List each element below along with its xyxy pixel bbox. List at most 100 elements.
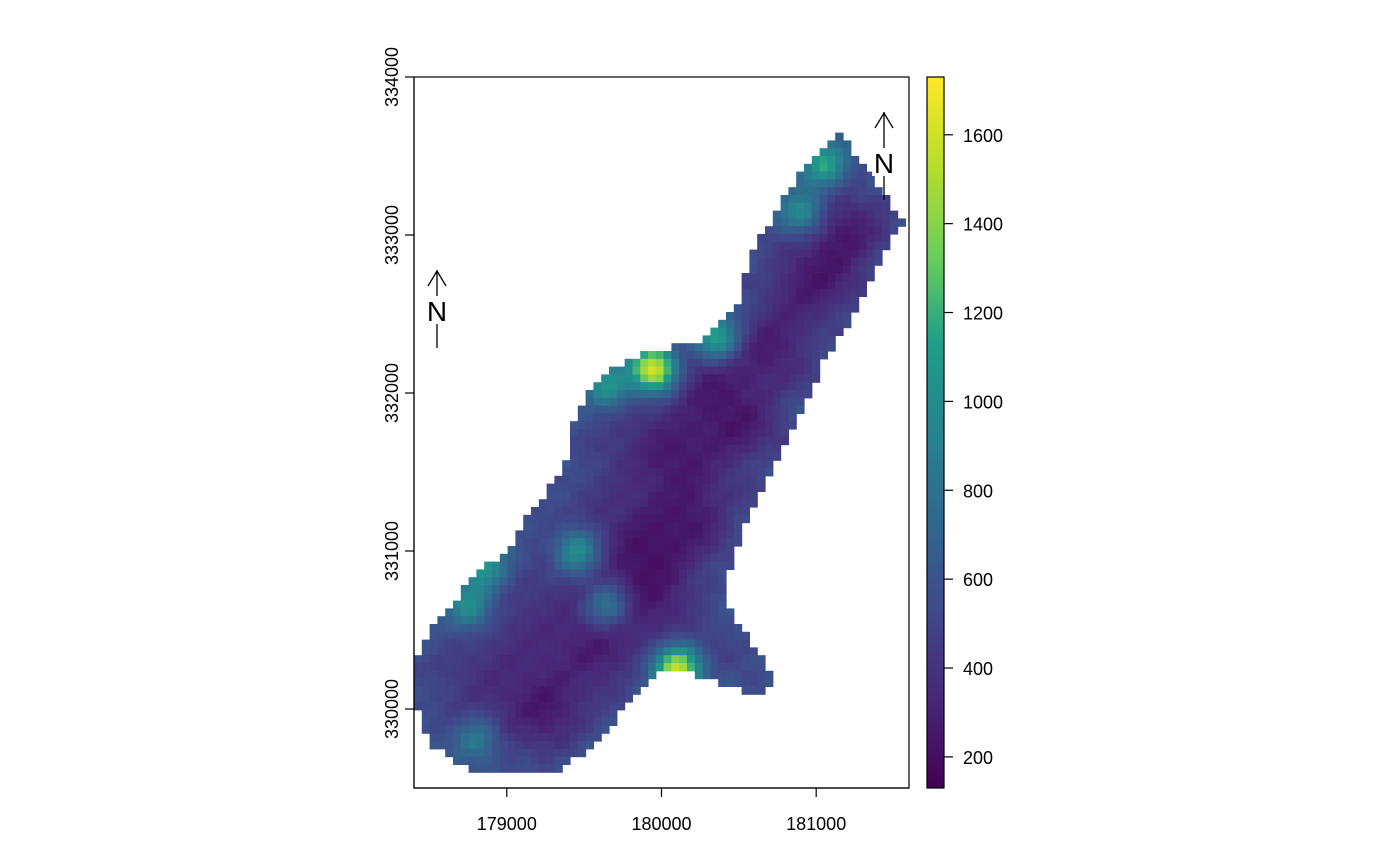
- raster-cell: [843, 304, 852, 313]
- raster-cell: [718, 358, 727, 368]
- raster-cell: [570, 686, 579, 695]
- raster-cell: [570, 561, 579, 570]
- raster-cell: [492, 592, 501, 602]
- raster-cell: [788, 413, 797, 422]
- raster-cell: [515, 608, 524, 617]
- raster-cell: [624, 678, 633, 687]
- raster-cell: [546, 725, 555, 734]
- raster-cell: [414, 655, 423, 664]
- raster-cell: [538, 546, 548, 555]
- raster-cell: [648, 507, 657, 516]
- raster-cell: [531, 702, 540, 711]
- raster-cell: [538, 530, 548, 539]
- raster-cell: [577, 592, 587, 602]
- raster-cell: [484, 624, 493, 633]
- raster-cell: [726, 343, 735, 352]
- raster-cell: [804, 234, 813, 243]
- raster-cell: [780, 304, 789, 313]
- raster-cell: [593, 405, 602, 414]
- raster-cell: [788, 405, 797, 414]
- raster-cell: [492, 585, 501, 594]
- raster-cell: [702, 390, 711, 399]
- raster-cell: [679, 608, 688, 617]
- raster-cell: [538, 616, 548, 625]
- raster-cell: [453, 702, 462, 711]
- raster-cell: [562, 702, 571, 711]
- raster-cell: [577, 748, 587, 758]
- raster-cell: [577, 569, 587, 578]
- raster-cell: [492, 600, 501, 609]
- raster-cell: [499, 624, 509, 633]
- raster-cell: [593, 592, 602, 602]
- raster-cell: [585, 507, 594, 516]
- raster-cell: [694, 429, 704, 438]
- raster-cell: [788, 273, 797, 282]
- raster-cell: [663, 390, 672, 399]
- raster-cell: [671, 413, 680, 422]
- raster-cell: [874, 257, 883, 266]
- raster-cell: [445, 678, 454, 687]
- raster-cell: [585, 429, 594, 438]
- raster-cell: [484, 694, 493, 703]
- raster-cell: [811, 273, 821, 282]
- raster-cell: [819, 218, 828, 227]
- raster-cell: [554, 514, 563, 524]
- raster-cell: [889, 210, 899, 219]
- raster-cell: [585, 553, 594, 563]
- raster-cell: [538, 748, 548, 758]
- raster-cell: [749, 421, 758, 430]
- raster-cell: [507, 600, 516, 609]
- raster-cell: [858, 163, 867, 173]
- raster-cell: [484, 764, 493, 773]
- raster-cell: [749, 397, 758, 407]
- raster-cell: [453, 678, 462, 687]
- raster-cell: [741, 444, 750, 453]
- raster-cell: [679, 530, 688, 539]
- raster-cell: [850, 202, 860, 212]
- raster-cell: [796, 280, 805, 290]
- raster-cell: [632, 624, 641, 633]
- raster-cell: [538, 663, 548, 672]
- raster-cell: [546, 569, 555, 578]
- raster-cell: [624, 670, 633, 680]
- raster-cell: [577, 647, 587, 656]
- raster-cell: [531, 538, 540, 547]
- raster-cell: [616, 631, 626, 641]
- raster-cell: [726, 452, 735, 461]
- raster-cell: [562, 686, 571, 695]
- raster-cell: [538, 577, 548, 586]
- raster-cell: [843, 148, 852, 157]
- raster-cell: [718, 491, 727, 500]
- raster-cell: [788, 343, 797, 352]
- raster-cell: [733, 413, 743, 422]
- raster-cell: [694, 460, 704, 469]
- raster-cell: [585, 663, 594, 672]
- raster-cell: [616, 514, 626, 524]
- raster-cell: [476, 647, 485, 656]
- raster-cell: [562, 514, 571, 524]
- raster-cell: [788, 374, 797, 383]
- raster-cell: [850, 163, 860, 173]
- raster-cell: [421, 694, 431, 703]
- raster-cell: [679, 631, 688, 641]
- raster-cell: [632, 553, 641, 563]
- raster-cell: [577, 429, 587, 438]
- raster-cell: [554, 553, 563, 563]
- raster-cell: [850, 257, 860, 266]
- raster-cell: [655, 429, 665, 438]
- raster-cell: [445, 717, 454, 726]
- raster-cell: [601, 639, 610, 648]
- raster-cell: [648, 592, 657, 602]
- raster-cell: [624, 522, 633, 531]
- raster-cell: [624, 444, 633, 453]
- raster-cell: [835, 234, 844, 243]
- raster-cell: [554, 748, 563, 758]
- raster-cell: [726, 608, 735, 617]
- raster-cell: [562, 756, 571, 765]
- raster-cell: [796, 405, 805, 414]
- raster-cell: [687, 553, 696, 563]
- raster-cell: [577, 553, 587, 563]
- raster-cell: [460, 741, 470, 750]
- raster-cell: [765, 351, 774, 360]
- raster-cell: [671, 475, 680, 485]
